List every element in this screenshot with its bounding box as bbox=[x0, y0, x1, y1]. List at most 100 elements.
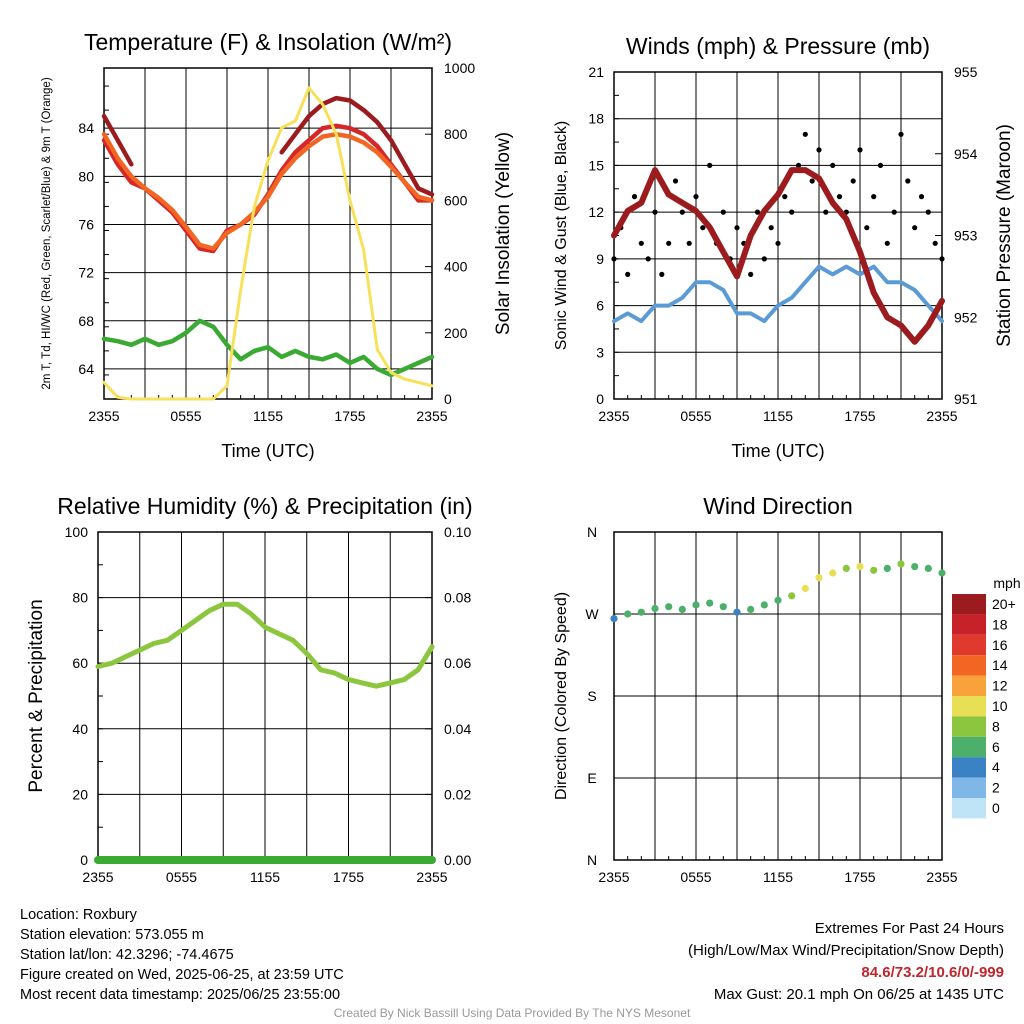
y-right-tick-label: 951 bbox=[954, 391, 978, 407]
pressure-y-label: Station Pressure (Maroon) bbox=[994, 124, 1015, 347]
x-tick-label: 2355 bbox=[82, 869, 113, 885]
wind-y-label: Sonic Wind & Gust (Blue, Black) bbox=[553, 121, 570, 350]
colorbar-swatch bbox=[952, 614, 986, 635]
x-tick-label: 2355 bbox=[416, 869, 447, 885]
colorbar-swatch bbox=[952, 757, 986, 778]
temperature-series-1 bbox=[101, 131, 435, 251]
chart-title-4: Wind Direction bbox=[703, 493, 853, 519]
location-text: Location: Roxbury bbox=[20, 907, 137, 923]
gust-point bbox=[782, 194, 788, 200]
y-tick-label: 40 bbox=[72, 721, 88, 737]
gust-point bbox=[939, 256, 945, 262]
direction-tick-label: N bbox=[587, 524, 597, 540]
x-axis-label: Time (UTC) bbox=[221, 441, 314, 461]
direction-point bbox=[938, 569, 946, 577]
gust-point bbox=[638, 240, 644, 246]
y-right-tick-label: 952 bbox=[954, 309, 978, 325]
y-right-tick-label: 0.06 bbox=[444, 655, 471, 671]
temperature-series-2 bbox=[101, 95, 435, 197]
direction-point bbox=[829, 569, 837, 577]
credit-text: Created By Nick Bassill Using Data Provi… bbox=[333, 1006, 691, 1020]
colorbar-label: 8 bbox=[992, 718, 1000, 734]
gust-point bbox=[802, 131, 808, 137]
chart-title-1: Temperature (F) & Insolation (W/m²) bbox=[84, 29, 452, 55]
direction-point bbox=[747, 605, 755, 614]
colorbar-label: 6 bbox=[992, 739, 1000, 755]
gust-point bbox=[830, 162, 836, 168]
gust-point bbox=[789, 209, 795, 215]
y-tick-label: 0 bbox=[596, 391, 604, 407]
x-tick-label: 1755 bbox=[844, 869, 875, 885]
y-tick-label: 60 bbox=[72, 655, 88, 671]
y-tick-label: 68 bbox=[78, 313, 94, 329]
max-gust-text: Max Gust: 20.1 mph On 06/25 at 1435 UTC bbox=[713, 986, 1004, 1003]
y-tick-label: 100 bbox=[65, 524, 89, 540]
temperature-series-3 bbox=[101, 318, 435, 378]
direction-point bbox=[801, 584, 809, 593]
insolation-y-label: Solar Insolation (Yellow) bbox=[493, 132, 514, 335]
gust-point bbox=[645, 256, 651, 262]
y-right-tick-label: 600 bbox=[444, 192, 468, 208]
gust-point bbox=[700, 225, 706, 231]
y-tick-label: 21 bbox=[588, 64, 604, 80]
gust-point bbox=[666, 240, 672, 246]
x-tick-label: 1155 bbox=[763, 869, 793, 885]
gust-point bbox=[768, 225, 774, 231]
direction-point bbox=[870, 566, 878, 574]
y-right-tick-label: 954 bbox=[954, 146, 978, 162]
x-tick-label: 2355 bbox=[416, 408, 447, 424]
gust-point bbox=[932, 240, 938, 246]
x-tick-label: 0555 bbox=[680, 869, 711, 885]
x-tick-label: 2355 bbox=[598, 408, 629, 424]
direction-point bbox=[706, 599, 714, 607]
elevation-text: Station elevation: 573.055 m bbox=[20, 927, 204, 943]
gust-point bbox=[891, 209, 897, 215]
direction-point bbox=[733, 608, 741, 616]
x-axis-label: Time (UTC) bbox=[731, 441, 824, 461]
y-tick-label: 80 bbox=[72, 590, 88, 606]
gust-point bbox=[748, 271, 754, 277]
x-tick-label: 1755 bbox=[844, 408, 875, 424]
gust-point bbox=[864, 225, 870, 231]
colorbar-swatch bbox=[952, 696, 986, 717]
created-text: Figure created on Wed, 2025-06-25, at 23… bbox=[20, 967, 344, 983]
extremes-info: Extremes For Past 24 Hours (High/Low/Max… bbox=[688, 918, 1004, 1006]
gust-point bbox=[912, 225, 918, 231]
gust-point bbox=[850, 178, 856, 184]
colorbar-label: 16 bbox=[992, 637, 1008, 653]
gust-point bbox=[823, 209, 829, 215]
y-tick-label: 9 bbox=[596, 251, 604, 267]
gust-point bbox=[611, 256, 617, 262]
direction-point bbox=[883, 564, 891, 573]
gust-point bbox=[625, 271, 631, 277]
extremes-subtitle: (High/Low/Max Wind/Precipitation/Snow De… bbox=[688, 942, 1004, 959]
direction-point bbox=[610, 615, 618, 623]
gust-point bbox=[686, 240, 692, 246]
colorbar-swatch bbox=[952, 634, 986, 656]
extremes-values: 84.6/73.2/10.6/0/-999 bbox=[861, 964, 1004, 981]
gust-point bbox=[720, 209, 726, 215]
colorbar-swatch bbox=[952, 736, 986, 758]
x-tick-label: 1755 bbox=[334, 408, 365, 424]
y-tick-label: 12 bbox=[588, 204, 604, 220]
direction-y-label: Direction (Colored By Speed) bbox=[553, 592, 570, 800]
gust-point bbox=[857, 147, 863, 153]
y-right-tick-label: 0.04 bbox=[444, 721, 471, 737]
gust-point bbox=[884, 240, 890, 246]
gust-point bbox=[672, 178, 679, 184]
y-tick-label: 20 bbox=[72, 786, 88, 802]
direction-tick-label: W bbox=[585, 606, 599, 622]
gust-point bbox=[836, 194, 843, 200]
y-right-tick-label: 0 bbox=[444, 391, 452, 407]
colorbar-title: mph bbox=[993, 575, 1020, 591]
x-tick-label: 2355 bbox=[88, 408, 119, 424]
y-right-tick-label: 0.10 bbox=[444, 524, 471, 540]
latlon-text: Station lat/lon: 42.3296; -74.4675 bbox=[20, 947, 234, 963]
y-tick-label: 76 bbox=[78, 216, 94, 232]
colorbar-label: 12 bbox=[992, 678, 1008, 694]
gust-point bbox=[871, 194, 877, 200]
direction-tick-label: E bbox=[587, 770, 596, 786]
y-right-tick-label: 0.00 bbox=[444, 852, 471, 868]
gust-point bbox=[816, 147, 822, 153]
